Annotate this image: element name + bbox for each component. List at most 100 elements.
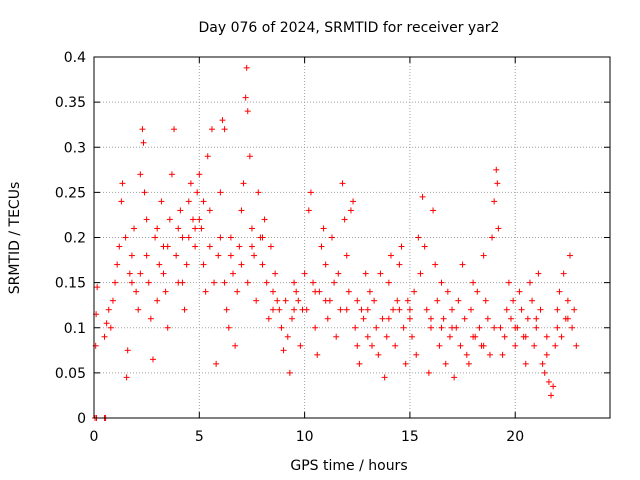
data-point	[512, 342, 519, 349]
data-point	[548, 392, 555, 399]
data-point	[259, 261, 266, 268]
data-point	[552, 342, 559, 349]
data-point	[364, 333, 371, 340]
data-point	[400, 324, 407, 331]
data-point	[248, 225, 255, 232]
data-point	[301, 270, 308, 277]
y-tick-label: 0.15	[55, 276, 86, 292]
data-point	[192, 243, 199, 250]
data-point	[118, 198, 125, 205]
data-point	[293, 288, 300, 295]
data-point	[246, 153, 253, 160]
data-point	[543, 333, 550, 340]
data-point	[480, 342, 487, 349]
x-tick-label: 20	[506, 429, 524, 445]
data-point	[522, 333, 529, 340]
data-point	[310, 279, 317, 286]
data-point	[154, 297, 161, 304]
data-point	[432, 261, 439, 268]
grid	[94, 57, 610, 418]
data-point	[335, 270, 342, 277]
data-point	[371, 297, 378, 304]
data-point	[122, 234, 129, 241]
data-point	[278, 324, 285, 331]
data-point	[236, 243, 243, 250]
data-point	[396, 261, 403, 268]
data-point	[419, 193, 426, 200]
data-point	[535, 270, 542, 277]
data-point	[560, 270, 567, 277]
data-point	[499, 351, 506, 358]
data-point	[291, 306, 298, 313]
data-point	[343, 252, 350, 259]
data-point	[476, 324, 483, 331]
y-tick-label: 0.35	[55, 95, 86, 111]
x-axis-label: GPS time / hours	[290, 458, 407, 474]
data-point	[331, 279, 338, 286]
data-point	[564, 297, 571, 304]
data-point	[219, 117, 226, 124]
data-point	[314, 351, 321, 358]
data-point	[510, 297, 517, 304]
data-point	[305, 207, 312, 214]
data-point	[545, 378, 552, 385]
data-point	[573, 342, 580, 349]
data-point	[221, 279, 228, 286]
data-point	[171, 126, 178, 133]
data-point	[156, 261, 163, 268]
data-point	[404, 297, 411, 304]
data-point	[272, 270, 279, 277]
data-point	[341, 216, 348, 223]
data-point	[571, 306, 578, 313]
data-point	[234, 288, 241, 295]
data-point	[255, 189, 262, 196]
data-point	[482, 297, 489, 304]
data-point	[533, 315, 540, 322]
data-point	[158, 198, 165, 205]
data-point	[512, 324, 519, 331]
data-point	[362, 270, 369, 277]
data-point	[531, 342, 538, 349]
data-point	[101, 333, 108, 340]
data-point	[280, 347, 287, 354]
data-point	[438, 324, 445, 331]
data-point	[194, 189, 201, 196]
data-point	[484, 315, 491, 322]
data-point	[421, 243, 428, 250]
data-point	[318, 243, 325, 250]
data-point	[196, 171, 203, 178]
data-point	[402, 360, 409, 367]
data-point	[230, 270, 237, 277]
x-tick-label: 15	[401, 429, 419, 445]
data-point	[187, 180, 194, 187]
data-point	[339, 180, 346, 187]
data-point	[251, 252, 258, 259]
data-point	[204, 153, 211, 160]
data-point	[377, 270, 384, 277]
data-point	[569, 324, 576, 331]
data-point	[112, 279, 119, 286]
data-point	[463, 351, 470, 358]
data-point	[406, 306, 413, 313]
data-point	[444, 288, 451, 295]
data-point	[123, 374, 130, 381]
data-point	[221, 126, 228, 133]
data-point	[248, 243, 255, 250]
data-point	[196, 216, 203, 223]
data-point	[516, 288, 523, 295]
data-point	[508, 315, 515, 322]
data-point	[451, 374, 458, 381]
y-tick-label: 0.2	[64, 231, 86, 247]
data-point	[541, 369, 548, 376]
data-point	[140, 139, 147, 146]
y-tick-label: 0.05	[55, 366, 86, 382]
data-point	[373, 324, 380, 331]
data-point	[183, 261, 190, 268]
data-point	[206, 207, 213, 214]
data-point	[263, 279, 270, 286]
data-point	[354, 297, 361, 304]
data-point	[261, 216, 268, 223]
data-point	[564, 315, 571, 322]
